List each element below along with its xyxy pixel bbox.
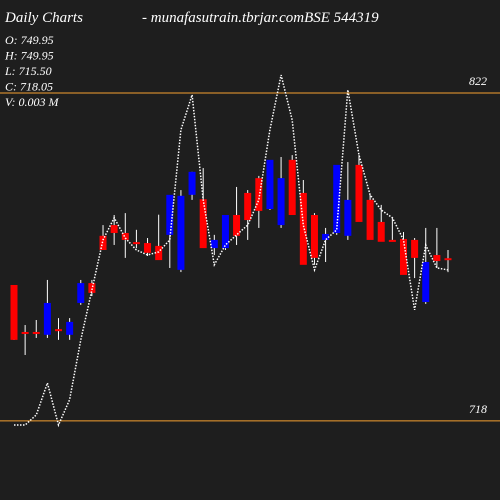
level-label: 718 [469, 402, 487, 416]
ohlc-info: H: 749.95 [4, 49, 54, 63]
candle-body [322, 233, 330, 240]
candle-body [377, 221, 385, 242]
candle-body [188, 171, 196, 195]
candle-body [177, 195, 185, 270]
candle-body [411, 239, 419, 258]
candle-body [344, 199, 352, 236]
candle-body [333, 164, 341, 233]
candle-body [444, 258, 452, 261]
chart-title: Daily Charts [4, 10, 83, 26]
candle-body [77, 283, 85, 303]
candle-body [166, 194, 174, 235]
ohlc-info: C: 718.05 [5, 80, 53, 94]
chart-subtitle: - munafasutrain.tbrjar.comBSE 544319 [142, 10, 379, 26]
candle-body [210, 239, 218, 249]
candle-body [21, 331, 29, 334]
candle-body [288, 159, 296, 216]
candle-body [199, 199, 207, 249]
candle-body [32, 331, 40, 334]
candle-body [66, 321, 74, 335]
candle-body [221, 215, 229, 249]
candle-body [299, 192, 307, 265]
candle-body [144, 243, 152, 253]
ohlc-info: O: 749.95 [5, 33, 54, 47]
candle-body [88, 283, 96, 293]
level-label: 822 [469, 74, 487, 88]
candle-body [277, 178, 285, 226]
candle-body [399, 238, 407, 275]
candle-body [422, 261, 430, 303]
candle-body [255, 178, 263, 211]
candle-body [244, 192, 252, 221]
candle-body [110, 225, 118, 233]
candle-body [155, 245, 163, 261]
candle-body [388, 239, 396, 242]
candle-body [233, 215, 241, 236]
candle-body [266, 159, 274, 210]
candle-body [366, 199, 374, 240]
candle-body [10, 284, 18, 340]
candle-body [132, 242, 140, 245]
candle-body [43, 302, 51, 335]
candle-body [121, 232, 129, 240]
candle-body [55, 329, 63, 332]
ohlc-info: V: 0.003 M [5, 95, 60, 109]
dotted-line [14, 74, 449, 428]
candle-body [310, 215, 318, 258]
candle-body [355, 164, 363, 222]
candle-body [433, 255, 441, 262]
ohlc-info: L: 715.50 [4, 64, 52, 78]
